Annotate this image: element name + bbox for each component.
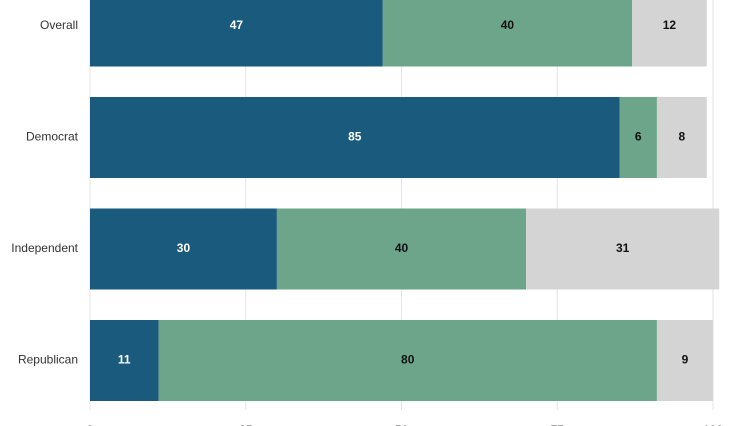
bar-segment	[382, 0, 633, 67]
data-label: 6	[635, 130, 642, 144]
data-label: 12	[663, 18, 677, 32]
x-tick-label: 0	[87, 423, 94, 426]
data-label: 31	[616, 241, 630, 255]
data-label: 40	[395, 241, 409, 255]
data-label: 47	[230, 18, 244, 32]
y-tick-label: Overall	[40, 18, 78, 32]
bar-segment	[90, 320, 159, 401]
y-tick-label: Republican	[18, 353, 78, 367]
y-tick-label: Democrat	[26, 130, 79, 144]
bar-segment	[90, 208, 277, 290]
data-label: 85	[348, 130, 362, 144]
bar-segment	[90, 0, 383, 67]
data-label: 30	[177, 241, 191, 255]
data-label: 40	[501, 18, 515, 32]
bar-segment	[158, 320, 657, 401]
bar-segment	[656, 320, 713, 401]
data-label: 80	[401, 353, 415, 367]
x-tick-label: 25	[239, 423, 253, 426]
x-tick-label: 75	[551, 423, 565, 426]
y-tick-label: Independent	[11, 241, 78, 255]
data-label: 11	[118, 353, 131, 367]
x-tick-label: 100	[703, 423, 723, 426]
bar-segment	[632, 0, 707, 67]
bar-segment	[276, 208, 527, 290]
bar-segment	[90, 97, 620, 178]
data-label: 9	[682, 353, 689, 367]
bar-segment	[619, 97, 657, 178]
bar-segment	[656, 97, 707, 178]
x-tick-label: 50	[395, 423, 409, 426]
bar-segment	[526, 208, 720, 290]
data-label: 8	[679, 130, 686, 144]
